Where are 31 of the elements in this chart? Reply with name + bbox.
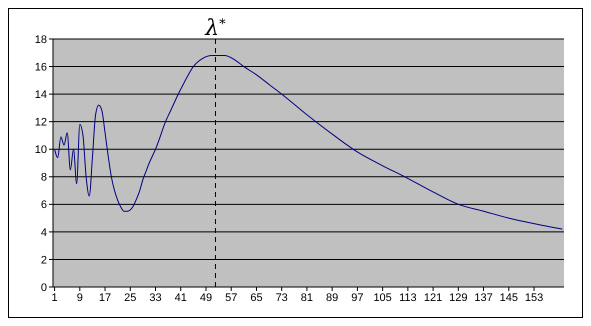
x-tick-label: 113 — [399, 292, 417, 304]
x-tick-label: 25 — [124, 292, 136, 304]
x-tick-label: 105 — [373, 292, 392, 304]
y-tick-label: 16 — [34, 61, 47, 74]
y-tick-label: 4 — [40, 226, 47, 239]
x-tick-label: 137 — [474, 292, 493, 304]
x-tick-label: 73 — [276, 292, 288, 304]
x-tick-label: 49 — [200, 292, 212, 304]
ref-line-label: λ$^{*}$ — [204, 16, 226, 41]
x-tick-label: 129 — [449, 292, 468, 304]
y-tick-label: 12 — [34, 116, 47, 129]
y-tick-label: 18 — [34, 34, 47, 46]
y-tick-label: 0 — [40, 282, 47, 294]
x-tick-label: 89 — [326, 292, 338, 304]
x-tick-label: 121 — [424, 292, 442, 304]
x-tick-label: 65 — [250, 292, 263, 304]
x-tick-label: 81 — [300, 292, 314, 304]
x-tick-label: 41 — [174, 292, 187, 304]
x-tick-label: 33 — [149, 292, 162, 304]
y-tick-label: 6 — [40, 199, 47, 212]
y-tick-label: 10 — [34, 144, 47, 156]
x-tick-label: 145 — [500, 292, 518, 304]
x-tick-label: 97 — [351, 292, 364, 304]
x-tick-label: 1 — [52, 292, 58, 304]
y-tick-label: 14 — [34, 89, 47, 102]
y-tick-label: 8 — [40, 172, 47, 184]
x-tick-label: 9 — [76, 292, 83, 304]
x-tick-label: 57 — [225, 292, 238, 304]
x-tick-label: 153 — [524, 292, 544, 304]
x-tick-label: 17 — [98, 292, 112, 304]
y-tick-label: 2 — [40, 254, 47, 266]
